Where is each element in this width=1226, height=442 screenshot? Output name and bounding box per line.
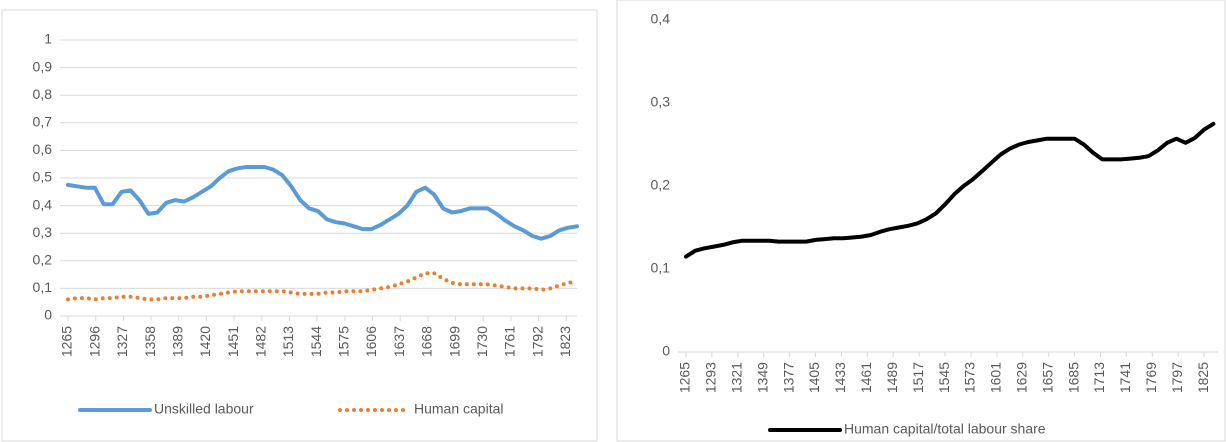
series-line [66, 165, 579, 241]
x-tick-label: 1797 [1169, 362, 1185, 393]
y-tick-label: 0,6 [33, 141, 53, 157]
x-tick-label: 1573 [962, 362, 978, 393]
x-tick-label: 1792 [529, 326, 545, 357]
x-tick-label: 1265 [677, 362, 693, 393]
x-tick-label: 1489 [884, 362, 900, 393]
y-tick-label: 0,3 [651, 94, 671, 110]
y-tick-label: 0,8 [33, 86, 53, 102]
y-tick-label: 0,9 [33, 58, 53, 74]
right-chart-frame [616, 0, 1226, 442]
x-tick-label: 1629 [1013, 362, 1029, 393]
x-tick-label: 1601 [988, 362, 1004, 393]
y-tick-label: 0,7 [33, 114, 53, 130]
series-line [66, 271, 579, 302]
y-tick-label: 0,1 [33, 279, 53, 295]
legend-label: Unskilled labour [154, 401, 254, 417]
x-tick-label: 1296 [86, 326, 102, 357]
x-tick-label: 1389 [169, 326, 185, 357]
x-tick-label: 1461 [858, 362, 874, 393]
y-tick-label: 0 [44, 307, 52, 323]
x-tick-label: 1513 [280, 326, 296, 357]
x-tick-label: 1433 [832, 362, 848, 393]
x-tick-label: 1730 [474, 326, 490, 357]
x-tick-label: 1265 [59, 326, 75, 357]
y-tick-label: 0,2 [651, 177, 671, 193]
x-tick-label: 1544 [308, 326, 324, 357]
x-tick-label: 1349 [754, 362, 770, 393]
legend-label: Human capital/total labour share [844, 421, 1046, 437]
y-tick-label: 0,4 [33, 196, 53, 212]
x-tick-label: 1637 [391, 326, 407, 357]
x-tick-label: 1451 [225, 326, 241, 357]
x-tick-label: 1377 [780, 362, 796, 393]
x-tick-label: 1358 [142, 326, 158, 357]
y-tick-label: 0,3 [33, 224, 53, 240]
x-tick-label: 1668 [419, 326, 435, 357]
x-tick-label: 1327 [114, 326, 130, 357]
x-tick-label: 1699 [446, 326, 462, 357]
x-tick-label: 1517 [910, 362, 926, 393]
x-tick-label: 1741 [1117, 362, 1133, 393]
x-tick-label: 1545 [936, 362, 952, 393]
x-tick-label: 1321 [729, 362, 745, 393]
x-tick-label: 1293 [703, 362, 719, 393]
x-tick-label: 1685 [1065, 362, 1081, 393]
y-tick-label: 0,1 [651, 260, 671, 276]
left-chart-frame [1, 9, 598, 442]
series-line [684, 121, 1216, 259]
legend-label: Human capital [414, 401, 504, 417]
x-tick-label: 1657 [1039, 362, 1055, 393]
y-tick-label: 0,2 [33, 252, 53, 268]
y-tick-label: 0 [662, 343, 670, 359]
x-tick-label: 1713 [1091, 362, 1107, 393]
x-tick-label: 1482 [252, 326, 268, 357]
x-tick-label: 1405 [806, 362, 822, 393]
y-tick-label: 1 [44, 31, 52, 47]
x-tick-label: 1825 [1195, 362, 1211, 393]
x-tick-label: 1606 [363, 326, 379, 357]
x-tick-label: 1769 [1143, 362, 1159, 393]
y-tick-label: 0,4 [651, 11, 671, 27]
x-tick-label: 1575 [336, 326, 352, 357]
y-tick-label: 0,5 [33, 169, 53, 185]
x-tick-label: 1823 [557, 326, 573, 357]
x-tick-label: 1761 [502, 326, 518, 357]
x-tick-label: 1420 [197, 326, 213, 357]
